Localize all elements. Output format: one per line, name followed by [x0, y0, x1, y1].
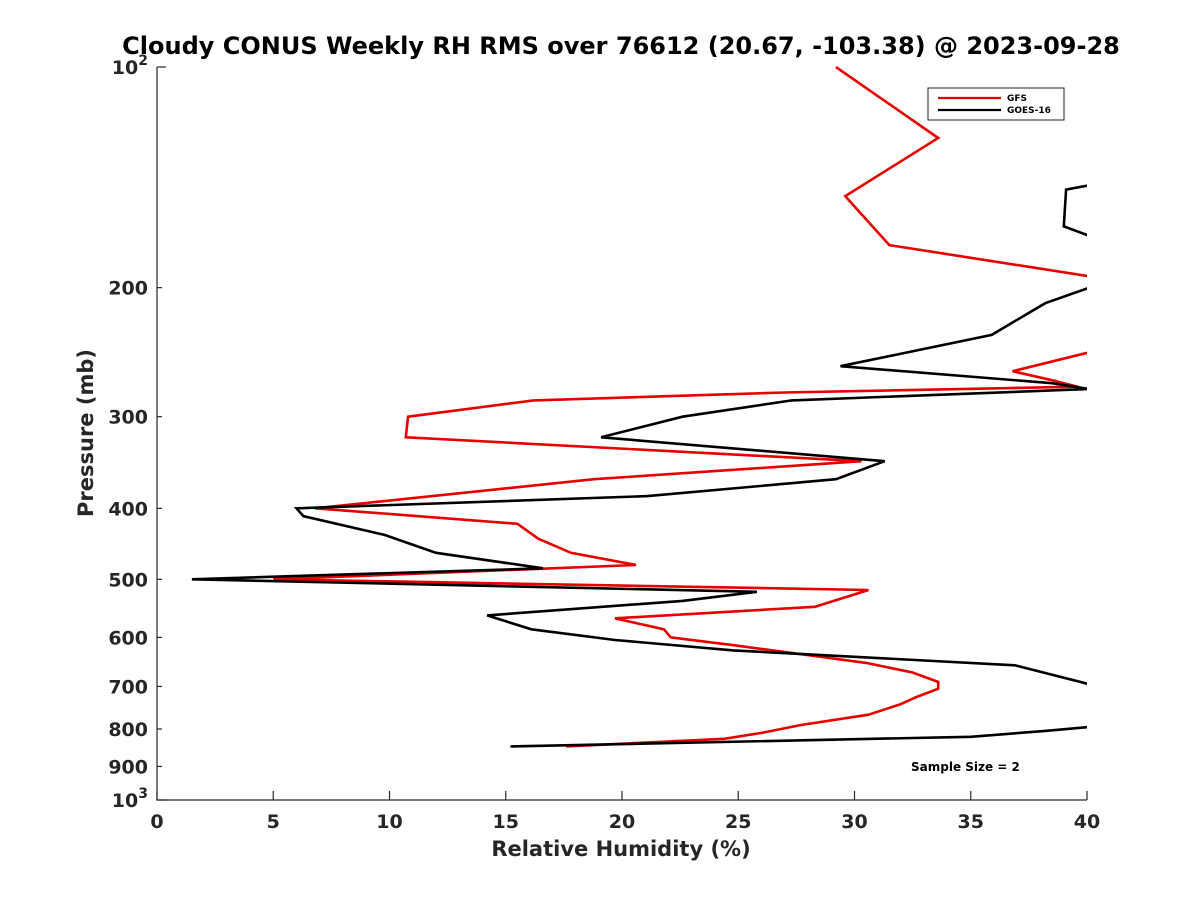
plot-area: 0 5 10 15 20 25 30 35 40 102 200 300 400 500 600 700 80… — [108, 53, 1100, 833]
chart-title: Cloudy CONUS Weekly RH RMS over 76612 (2… — [122, 32, 1120, 60]
x-tick-label: 25 — [725, 811, 751, 833]
legend-label-goes16: GOES-16 — [1007, 106, 1051, 116]
y-tick-label: 900 — [108, 756, 148, 778]
y-tick-label: 700 — [108, 676, 148, 698]
x-tick-label: 30 — [841, 811, 867, 833]
y-tick-label: 200 — [108, 278, 148, 300]
x-tick-label: 15 — [493, 811, 519, 833]
y-tick-label: 400 — [108, 498, 148, 520]
x-tick-label: 10 — [376, 811, 402, 833]
x-tick-label: 35 — [958, 811, 984, 833]
y-tick-label: 102 — [112, 53, 148, 79]
legend-box — [927, 87, 1065, 121]
series-layer — [191, 66, 1087, 748]
x-tick-label: 0 — [150, 811, 163, 833]
sample-size-annotation: Sample Size = 2 — [911, 760, 1020, 774]
y-tick-label: 103 — [112, 786, 148, 812]
x-tick-label: 40 — [1074, 811, 1100, 833]
y-tick-label: 300 — [108, 407, 148, 429]
y-axis-ticks: 102 200 300 400 500 600 700 800 900 103 — [108, 53, 166, 812]
x-axis-ticks: 0 5 10 15 20 25 30 35 40 — [150, 791, 1100, 833]
x-tick-label: 20 — [609, 811, 635, 833]
y-tick-label: 500 — [108, 569, 148, 591]
y-tick-label: 800 — [108, 719, 148, 741]
legend-label-gfs: GFS — [1007, 94, 1027, 104]
x-tick-label: 5 — [267, 811, 280, 833]
x-axis-label: Relative Humidity (%) — [491, 837, 750, 861]
y-tick-label: 600 — [108, 627, 148, 649]
series-line-goes16 — [191, 184, 1087, 748]
y-axis-label: Pressure (mb) — [74, 349, 98, 517]
legend: GFS GOES-16 — [927, 87, 1065, 121]
series-line-gfs — [273, 66, 1087, 748]
